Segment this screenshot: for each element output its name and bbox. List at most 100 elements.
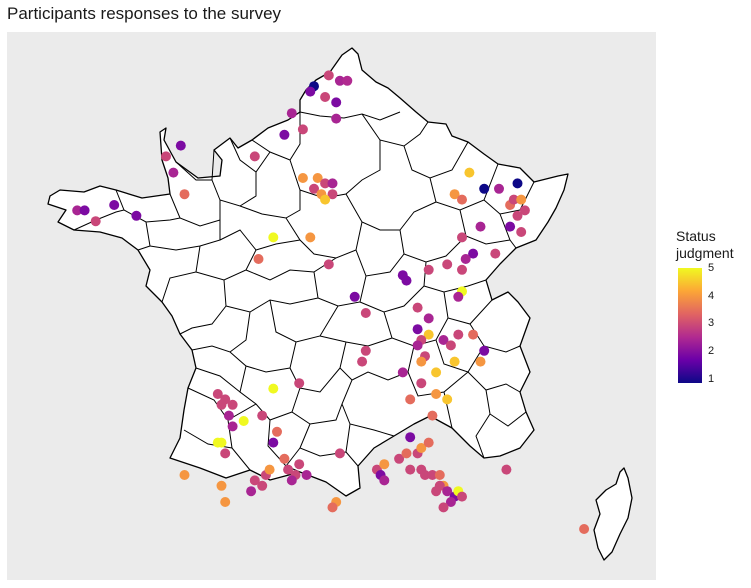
survey-point bbox=[268, 232, 279, 243]
survey-point bbox=[516, 194, 527, 205]
survey-point bbox=[334, 448, 345, 459]
survey-point bbox=[216, 399, 227, 410]
survey-point bbox=[286, 475, 297, 486]
survey-point bbox=[579, 524, 590, 534]
survey-point bbox=[438, 335, 449, 345]
survey-point bbox=[220, 448, 231, 459]
survey-point bbox=[442, 394, 453, 405]
survey-point bbox=[268, 437, 279, 448]
survey-point bbox=[331, 113, 342, 124]
survey-point bbox=[249, 475, 260, 486]
survey-point bbox=[223, 410, 234, 421]
survey-point bbox=[323, 259, 334, 270]
survey-point bbox=[331, 97, 342, 108]
survey-point bbox=[279, 453, 290, 464]
survey-point bbox=[168, 167, 179, 178]
survey-point bbox=[320, 178, 331, 189]
legend-tick-mark bbox=[704, 381, 710, 382]
survey-point bbox=[360, 345, 371, 356]
survey-point bbox=[479, 345, 490, 356]
survey-point bbox=[457, 232, 467, 243]
survey-point bbox=[468, 329, 479, 340]
survey-point bbox=[349, 291, 360, 302]
survey-point bbox=[464, 167, 475, 178]
survey-point bbox=[379, 475, 390, 486]
survey-point bbox=[212, 389, 223, 399]
legend-tick-mark bbox=[704, 325, 710, 326]
survey-point bbox=[431, 389, 442, 399]
legend: Status judgment 5 4 3 2 1 bbox=[676, 228, 734, 385]
legend-tick-mark bbox=[704, 270, 710, 271]
survey-point bbox=[405, 394, 416, 405]
survey-point bbox=[457, 194, 467, 205]
survey-point bbox=[420, 470, 430, 480]
survey-point bbox=[283, 464, 294, 475]
survey-point bbox=[294, 378, 305, 389]
survey-point bbox=[453, 329, 464, 340]
survey-point bbox=[327, 502, 338, 513]
survey-point bbox=[227, 399, 238, 410]
survey-point bbox=[246, 486, 257, 497]
survey-point bbox=[453, 291, 464, 302]
survey-point bbox=[286, 108, 297, 119]
survey-point bbox=[90, 216, 101, 227]
survey-point bbox=[438, 502, 449, 513]
survey-point bbox=[427, 410, 438, 421]
survey-point bbox=[357, 356, 368, 367]
chart-title: Participants responses to the survey bbox=[7, 4, 282, 23]
legend-tick-label: 1 bbox=[708, 373, 715, 385]
legend-title-line1: Status bbox=[676, 228, 716, 244]
survey-point bbox=[445, 340, 456, 351]
legend-tick-label: 3 bbox=[708, 317, 715, 329]
survey-point bbox=[442, 486, 453, 497]
survey-point bbox=[475, 221, 486, 232]
survey-point bbox=[423, 329, 434, 340]
survey-point bbox=[342, 75, 353, 86]
survey-point bbox=[268, 383, 279, 394]
survey-point bbox=[131, 210, 142, 221]
survey-point bbox=[405, 432, 416, 443]
survey-point bbox=[445, 497, 456, 507]
survey-point bbox=[175, 140, 186, 151]
survey-point bbox=[431, 367, 442, 378]
survey-point bbox=[227, 421, 238, 432]
survey-point bbox=[312, 173, 323, 183]
survey-point bbox=[257, 410, 268, 421]
survey-point bbox=[423, 264, 434, 275]
legend-tick-label: 5 bbox=[708, 262, 715, 274]
survey-point bbox=[494, 183, 504, 194]
survey-point bbox=[309, 183, 319, 194]
survey-point bbox=[179, 470, 190, 480]
survey-point bbox=[249, 151, 260, 162]
survey-point bbox=[279, 129, 290, 140]
survey-point bbox=[301, 470, 312, 480]
survey-point bbox=[397, 367, 408, 378]
survey-point bbox=[468, 248, 479, 259]
survey-point bbox=[216, 437, 227, 448]
survey-point bbox=[379, 459, 390, 470]
survey-point bbox=[360, 308, 371, 318]
survey-point bbox=[416, 378, 427, 389]
legend-tick-label: 2 bbox=[708, 345, 715, 357]
legend-tick-mark bbox=[704, 353, 710, 354]
survey-point bbox=[272, 426, 282, 437]
legend-colorbar bbox=[678, 268, 702, 383]
survey-point bbox=[109, 200, 120, 210]
survey-point bbox=[412, 302, 423, 313]
survey-point bbox=[431, 486, 442, 497]
survey-point bbox=[423, 437, 434, 448]
survey-point bbox=[412, 340, 423, 351]
survey-point bbox=[427, 470, 438, 480]
survey-point bbox=[434, 470, 445, 480]
survey-point bbox=[294, 459, 305, 470]
legend-title-line2: judgment bbox=[676, 245, 734, 261]
survey-point bbox=[449, 189, 460, 200]
survey-point bbox=[320, 194, 331, 205]
survey-point bbox=[479, 183, 490, 194]
survey-point bbox=[457, 264, 467, 275]
corsica-outline bbox=[593, 467, 633, 561]
survey-point bbox=[334, 75, 345, 86]
survey-point bbox=[442, 259, 453, 270]
